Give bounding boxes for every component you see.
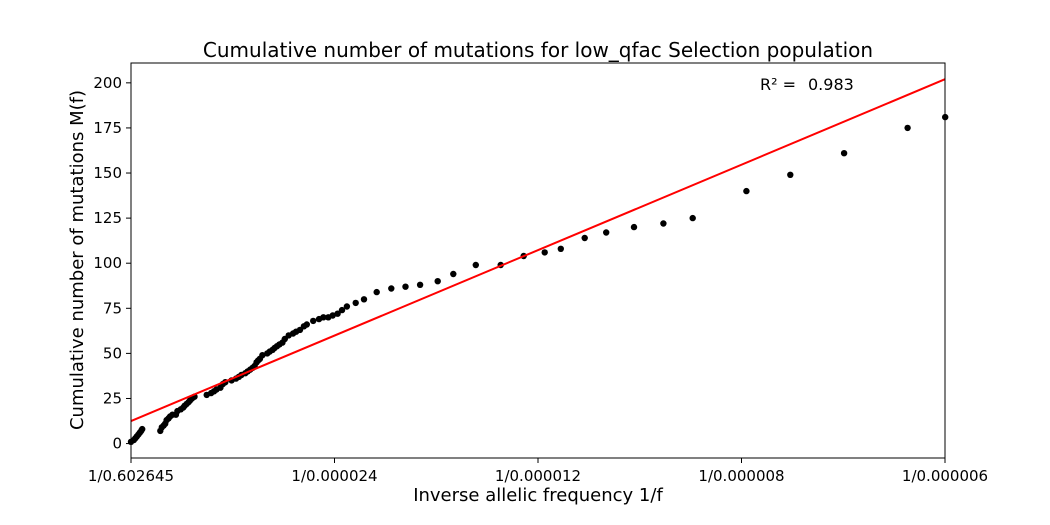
data-point bbox=[689, 214, 696, 222]
data-point bbox=[541, 249, 548, 256]
chart-title: Cumulative number of mutations for low_q… bbox=[203, 38, 873, 62]
x-axis-ticks: 1/0.602645 1/0.000024 1/0.000012 1/0.000008… bbox=[88, 458, 988, 485]
x-tick-label: 1/0.000024 bbox=[291, 467, 377, 485]
data-point bbox=[660, 220, 667, 227]
fit-line-layer bbox=[130, 78, 946, 422]
y-tick-label: 0 bbox=[112, 435, 122, 453]
data-point bbox=[581, 234, 588, 242]
data-point bbox=[352, 299, 359, 307]
data-point bbox=[388, 285, 395, 292]
data-point bbox=[630, 223, 638, 231]
y-tick-label: 125 bbox=[93, 209, 122, 227]
data-point bbox=[840, 150, 848, 157]
data-point bbox=[360, 296, 368, 303]
y-tick-label: 100 bbox=[93, 254, 122, 272]
data-point bbox=[904, 124, 911, 132]
data-point bbox=[787, 171, 794, 178]
x-tick-label: 1/0.000006 bbox=[902, 467, 988, 485]
y-axis-label: Cumulative number of mutations M(f) bbox=[67, 90, 88, 430]
x-axis-label: Inverse allelic frequency 1/f bbox=[413, 485, 663, 506]
plot-area bbox=[127, 62, 949, 459]
r-squared-label: R² = bbox=[760, 75, 796, 94]
data-point bbox=[303, 321, 310, 328]
data-point bbox=[434, 278, 441, 285]
points-layer bbox=[127, 113, 949, 445]
data-point bbox=[603, 229, 610, 236]
r-squared-value: 0.983 bbox=[808, 75, 854, 94]
data-point bbox=[329, 312, 336, 319]
x-tick-label: 1/0.602645 bbox=[88, 467, 174, 485]
data-point bbox=[259, 352, 266, 359]
y-tick-label: 175 bbox=[93, 119, 122, 137]
data-point bbox=[320, 314, 327, 321]
data-point bbox=[310, 317, 317, 325]
y-tick-label: 25 bbox=[103, 389, 122, 407]
y-tick-label: 50 bbox=[103, 344, 122, 362]
data-point bbox=[334, 310, 341, 317]
plot-frame bbox=[130, 62, 946, 459]
data-point bbox=[139, 425, 146, 433]
x-tick-label: 1/0.000012 bbox=[495, 467, 581, 485]
y-tick-label: 75 bbox=[103, 299, 122, 317]
y-tick-label: 150 bbox=[93, 164, 122, 182]
data-point bbox=[343, 303, 351, 310]
data-point bbox=[402, 283, 409, 290]
data-point bbox=[743, 187, 750, 195]
data-point bbox=[557, 245, 564, 252]
data-point bbox=[338, 306, 346, 314]
x-tick-label: 1/0.000008 bbox=[698, 467, 784, 485]
y-axis-ticks: 0 25 50 75 100 125 150 175 200 bbox=[93, 74, 131, 453]
data-point bbox=[373, 288, 380, 296]
data-point bbox=[472, 261, 479, 269]
data-point bbox=[450, 270, 457, 278]
y-tick-label: 200 bbox=[93, 74, 122, 92]
fit-line bbox=[130, 78, 946, 422]
data-point bbox=[416, 281, 424, 288]
